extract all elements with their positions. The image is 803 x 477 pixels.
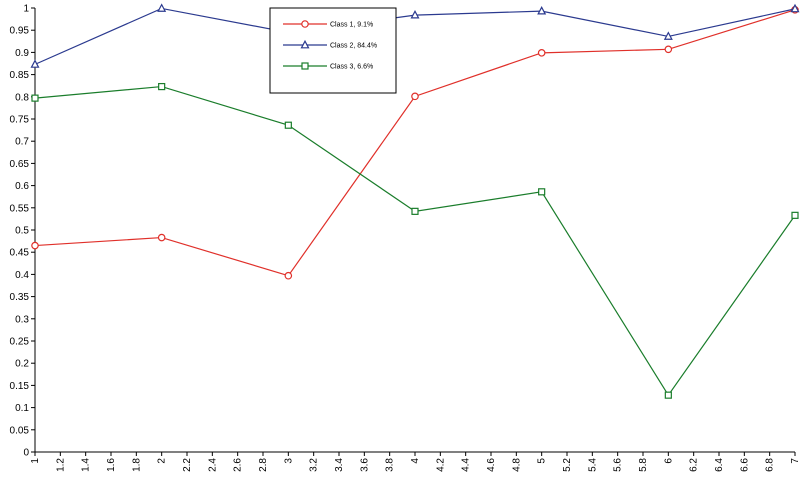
y-tick-label: 0.3 [15, 314, 29, 325]
x-tick-label: 1.6 [106, 458, 117, 472]
y-tick-label: 0.95 [10, 26, 30, 37]
y-tick-label: 0.8 [15, 92, 29, 103]
legend-label: Class 3, 6.6% [330, 64, 373, 71]
y-tick-label: 0.9 [15, 48, 29, 59]
y-axis-ticks: 0 0.05 0.1 0.15 0.2 0.25 0.3 0.35 0.4 0.45 0.5 0.55… [10, 4, 35, 459]
data-point [284, 271, 293, 280]
data-point [284, 121, 292, 129]
series-1 [31, 5, 799, 280]
x-tick-label: 5.6 [613, 458, 624, 472]
y-tick-label: 0.55 [10, 203, 30, 214]
x-tick-label: 2.4 [207, 458, 218, 472]
x-tick-label: 6.8 [765, 458, 776, 472]
legend-item: Class 3, 6.6% [283, 62, 373, 71]
series-layer [30, 3, 800, 399]
legend-marker [301, 20, 309, 28]
x-tick-label: 6.6 [739, 458, 750, 472]
legend-item: Class 2, 84.4% [283, 39, 377, 50]
x-tick-label: 2.8 [258, 458, 269, 472]
y-tick-label: 0.75 [10, 115, 30, 126]
x-tick-label: 4.6 [486, 458, 497, 472]
y-tick-label: 0.25 [10, 337, 30, 348]
data-point [790, 3, 800, 13]
x-tick-label: 7 [790, 458, 801, 464]
x-tick-label: 6.4 [714, 458, 725, 472]
y-tick-label: 0.6 [15, 181, 29, 192]
x-tick-label: 1.8 [131, 458, 142, 472]
y-tick-label: 1 [23, 4, 29, 15]
x-tick-label: 3.8 [385, 458, 396, 472]
data-point [30, 59, 40, 68]
data-point [157, 3, 167, 12]
x-tick-label: 5.8 [638, 458, 649, 472]
data-point [31, 241, 39, 250]
data-point [537, 49, 546, 57]
x-tick-label: 3.4 [334, 458, 345, 472]
y-tick-label: 0.1 [15, 403, 29, 414]
x-tick-label: 4.4 [461, 458, 472, 472]
data-point [537, 6, 547, 15]
series-line [34, 85, 796, 397]
x-tick-label: 2.6 [233, 458, 244, 472]
data-point [158, 82, 166, 91]
legend-marker [300, 39, 310, 49]
series-line [34, 9, 796, 277]
data-point [664, 45, 673, 54]
data-point [538, 188, 546, 196]
y-tick-label: 0.65 [10, 159, 30, 170]
y-tick-label: 0.85 [10, 70, 30, 81]
legend-label: Class 1, 9.1% [330, 22, 373, 29]
x-tick-label: 1.4 [81, 458, 92, 472]
data-point [411, 92, 419, 101]
data-point [791, 211, 799, 219]
x-tick-label: 5 [537, 458, 548, 464]
x-tick-label: 2 [157, 458, 168, 464]
y-tick-label: 0.5 [15, 226, 29, 237]
legend: Class 1, 9.1% Class 2, 84.4% Class 3, 6.6% [269, 7, 397, 94]
x-tick-label: 1 [30, 458, 41, 464]
y-tick-label: 0.45 [10, 248, 30, 259]
series-2 [30, 3, 800, 68]
x-axis-ticks: 1 1.2 1.4 1.6 1.8 2 2.2 2.4 2.6 2.8 3 3.2 3.4 3.6 3.8 4… [30, 452, 801, 472]
x-tick-label: 6 [663, 458, 674, 464]
x-tick-label: 4 [410, 458, 421, 464]
x-tick-label: 4.8 [511, 458, 522, 472]
y-tick-label: 0.2 [15, 359, 29, 370]
data-point [410, 10, 420, 19]
x-tick-label: 4.2 [435, 458, 446, 472]
legend-box [269, 7, 397, 94]
data-point [664, 391, 672, 399]
y-tick-label: 0.4 [15, 270, 29, 281]
y-tick-label: 0.15 [10, 381, 30, 392]
x-tick-label: 5.4 [587, 458, 598, 472]
data-point [663, 31, 673, 40]
series-3 [31, 82, 799, 399]
x-tick-label: 3 [283, 458, 294, 464]
data-point [411, 207, 419, 215]
x-tick-label: 3.6 [359, 458, 370, 472]
x-tick-label: 5.2 [562, 458, 573, 472]
y-tick-label: 0.05 [10, 425, 30, 436]
legend-item: Class 1, 9.1% [283, 20, 373, 29]
legend-marker [301, 62, 309, 70]
plot-frame [34, 8, 795, 453]
x-tick-label: 2.2 [182, 458, 193, 472]
legend-label: Class 2, 84.4% [330, 43, 377, 50]
y-tick-label: 0.7 [15, 137, 29, 148]
x-tick-label: 6.2 [689, 458, 700, 472]
x-tick-label: 1.2 [55, 458, 66, 472]
x-tick-label: 3.2 [309, 458, 320, 472]
y-tick-label: 0.35 [10, 292, 30, 303]
data-point [31, 94, 39, 102]
data-point [157, 233, 166, 242]
y-tick-label: 0 [23, 448, 29, 459]
